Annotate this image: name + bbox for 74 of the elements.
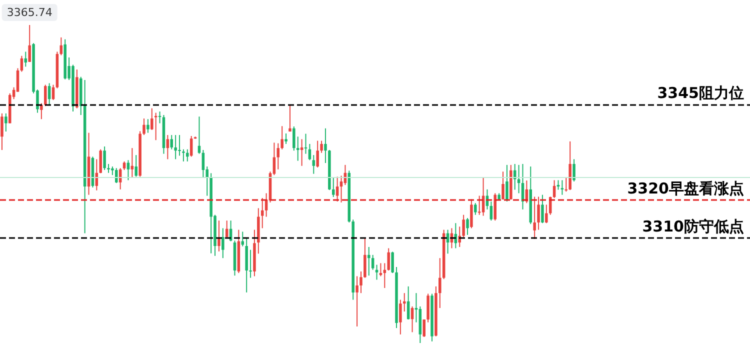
candlestick	[391, 251, 394, 274]
candlestick	[422, 318, 426, 338]
candlestick	[545, 204, 548, 224]
candlestick	[474, 202, 477, 216]
candlestick	[126, 160, 130, 181]
candlestick	[564, 177, 568, 192]
candlestick	[312, 154, 316, 174]
candlestick	[364, 238, 366, 278]
candlestick	[48, 82, 51, 106]
ref-line-label: 3320早盘看涨点	[627, 179, 744, 198]
candlestick	[99, 148, 102, 174]
candlestick	[379, 262, 382, 277]
candlestick	[371, 254, 374, 270]
candlestick	[142, 118, 146, 136]
candlestick	[186, 148, 189, 162]
candlestick	[533, 196, 536, 240]
candlestick	[572, 158, 576, 182]
candlestick	[280, 126, 284, 150]
candlestick	[28, 24, 31, 62]
candlestick	[134, 154, 138, 178]
candlestick	[470, 198, 473, 229]
candlestick	[560, 180, 564, 196]
candlestick	[249, 249, 252, 278]
candlestick	[336, 176, 339, 202]
candlestick	[403, 292, 406, 312]
candlestick	[182, 148, 185, 162]
candlestick	[304, 133, 308, 154]
candlestick	[462, 214, 465, 238]
candlestick	[537, 196, 540, 230]
candlestick	[490, 200, 493, 222]
candlestick	[158, 110, 162, 124]
candlestick	[260, 197, 264, 229]
candlestick	[174, 134, 177, 160]
candlestick	[478, 195, 481, 216]
candlestick	[502, 171, 504, 200]
candlestick	[284, 132, 288, 144]
candlestick	[130, 148, 134, 178]
candlestick	[320, 140, 323, 154]
candlestick	[103, 146, 106, 171]
candlestick	[360, 270, 362, 294]
candlestick	[0, 112, 4, 150]
candlestick	[276, 142, 280, 170]
candlestick	[438, 258, 442, 309]
candlestick	[222, 228, 224, 259]
candlestick	[466, 218, 469, 236]
annotation: 3365.74	[6, 6, 52, 19]
candlestick	[166, 134, 170, 160]
candlestick	[399, 299, 402, 335]
candlestick	[146, 118, 150, 134]
candlestick	[198, 116, 201, 154]
candlestick	[296, 136, 300, 162]
candlestick	[150, 108, 154, 130]
candlestick	[115, 168, 118, 184]
candlestick	[292, 126, 296, 152]
candlestick	[4, 112, 8, 132]
candlestick	[517, 164, 520, 194]
candlestick	[541, 194, 544, 224]
candlestick	[316, 140, 319, 168]
candlestick	[241, 231, 244, 247]
ref-line-label: 3310防守低点	[642, 218, 744, 236]
candlestick	[20, 55, 24, 72]
candlestick	[178, 134, 181, 156]
candlestick	[40, 102, 43, 120]
candlestick	[324, 128, 327, 164]
candlestick	[506, 164, 508, 202]
candlestick	[426, 293, 430, 323]
candlestick	[288, 104, 292, 132]
candlestick	[218, 220, 220, 252]
ref-line-label: 3345阻力位	[657, 84, 744, 102]
candlestick	[356, 276, 358, 327]
candlestick	[367, 246, 370, 276]
candlestick	[170, 134, 173, 150]
candlestick	[387, 248, 390, 271]
candlestick	[332, 177, 335, 198]
